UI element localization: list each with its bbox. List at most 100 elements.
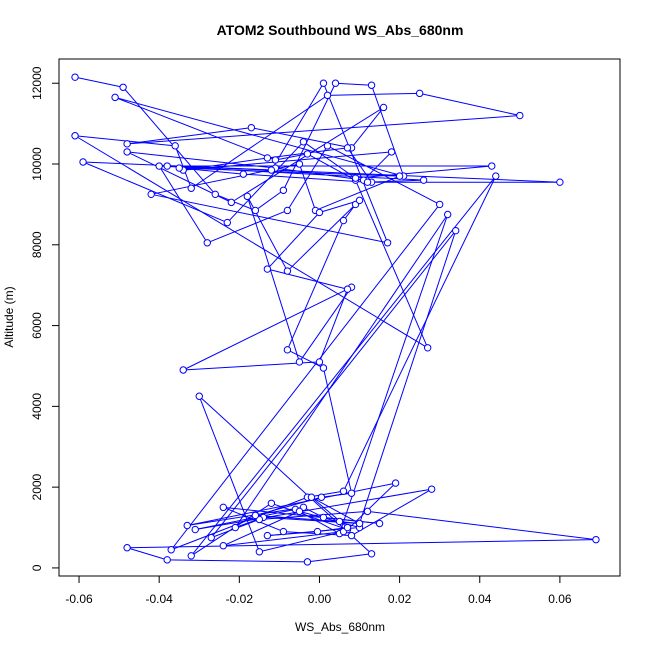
plot-frame (58, 58, 621, 577)
data-point (355, 196, 364, 205)
data-point (343, 523, 352, 532)
data-point (315, 208, 324, 217)
series-segment (299, 286, 352, 363)
data-point (319, 364, 328, 372)
data-point (488, 162, 496, 170)
series-segment (311, 496, 360, 524)
data-point (317, 493, 326, 501)
series-segment (355, 165, 492, 179)
data-point (556, 178, 564, 186)
data-point (283, 267, 292, 275)
data-point (427, 485, 436, 493)
data-point (295, 160, 304, 168)
data-point (303, 558, 312, 566)
series-segment (359, 230, 457, 524)
series-segment (210, 230, 457, 538)
data-point (283, 206, 292, 215)
data-point (363, 178, 372, 186)
series-segment (323, 83, 389, 243)
data-point (263, 531, 272, 540)
series-segment (259, 531, 344, 553)
series-points (71, 73, 600, 566)
series-segment (190, 94, 328, 189)
y-axis: 0 2000 4000 6000 8000 10000 12000 (30, 66, 60, 571)
series-segment (318, 289, 348, 363)
data-point (339, 216, 348, 225)
data-point (267, 166, 276, 174)
data-point (323, 91, 332, 100)
data-point (263, 265, 272, 273)
data-point (223, 218, 232, 227)
data-point (313, 527, 322, 536)
data-point (592, 535, 600, 544)
data-point (167, 546, 175, 554)
data-point (227, 198, 236, 207)
data-point (123, 544, 131, 552)
data-point (339, 487, 348, 495)
y-tick-label: 12000 (30, 66, 44, 100)
data-point (187, 552, 195, 560)
data-point (319, 513, 328, 522)
data-point (175, 164, 183, 172)
data-point (315, 358, 324, 366)
data-point (267, 499, 276, 507)
data-point (363, 507, 372, 516)
x-tick-label: 0.00 (308, 592, 332, 606)
series-segment (127, 127, 252, 145)
data-point (355, 519, 364, 528)
data-point (231, 523, 240, 532)
series-segment (74, 135, 428, 349)
series-segment (170, 204, 441, 551)
series-segment (275, 153, 308, 161)
data-point (383, 239, 392, 247)
chart-title: ATOM2 Southbound WS_Abs_680nm (217, 22, 464, 38)
data-point (163, 556, 171, 564)
series-segment (74, 76, 124, 88)
data-point (219, 503, 227, 512)
series-segment (223, 531, 344, 547)
series-segment (234, 214, 449, 528)
series-line (74, 76, 597, 563)
data-point (443, 210, 452, 219)
series-segment (351, 488, 432, 537)
series-segment (127, 539, 596, 549)
data-point (279, 186, 288, 194)
data-point (347, 489, 356, 497)
x-tick-label: 0.04 (468, 592, 492, 606)
data-point (367, 550, 376, 558)
data-point (239, 170, 248, 178)
y-tick-label: 4000 (30, 393, 44, 420)
series-segment (355, 179, 429, 348)
series-segment (246, 196, 300, 363)
data-point (263, 154, 272, 162)
series-segment (339, 214, 449, 534)
series-segment (167, 559, 308, 563)
series-segment (195, 488, 432, 531)
data-point (179, 366, 187, 374)
data-point (375, 519, 384, 528)
series-segment (267, 268, 348, 290)
series-segment (223, 506, 380, 524)
x-tick-label: -0.06 (65, 592, 93, 606)
data-point (307, 493, 316, 501)
data-point (203, 239, 211, 247)
data-point (207, 533, 215, 542)
data-point (279, 527, 288, 536)
data-point (163, 162, 171, 170)
y-axis-label: Altitude (m) (2, 286, 16, 347)
x-tick-label: -0.02 (226, 592, 254, 606)
series-segment (367, 510, 597, 541)
series-segment (195, 508, 296, 531)
data-point (123, 140, 131, 148)
series-segment (307, 553, 372, 563)
data-point (243, 192, 252, 201)
data-point (331, 79, 340, 87)
data-point (119, 83, 127, 91)
data-point (387, 148, 396, 156)
data-point (255, 548, 264, 556)
series-segment (183, 286, 352, 371)
data-point (419, 176, 428, 184)
y-tick-label: 10000 (30, 147, 44, 181)
y-tick-label: 2000 (30, 473, 44, 500)
series-segment (159, 165, 424, 181)
